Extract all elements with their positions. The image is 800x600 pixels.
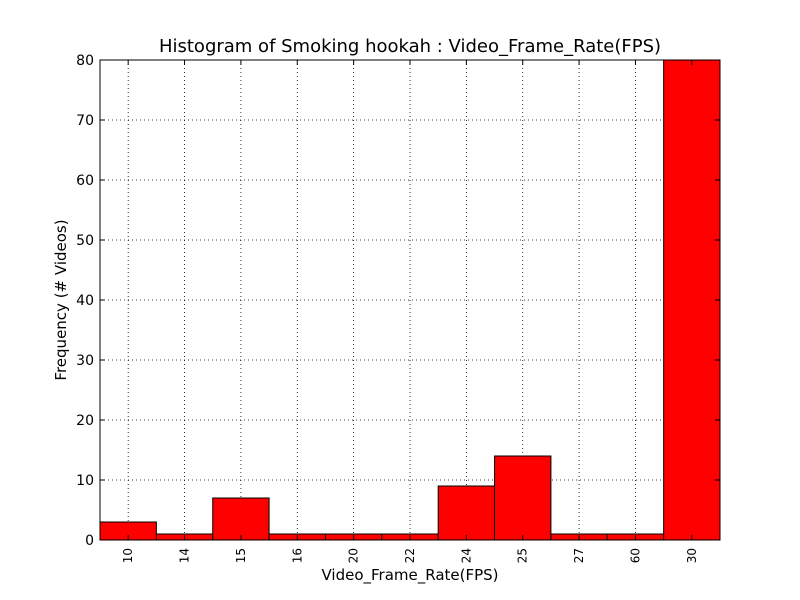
x-tick-label: 27: [572, 548, 586, 563]
y-tick-label: 60: [76, 173, 94, 189]
chart-title: Histogram of Smoking hookah : Video_Fram…: [159, 36, 661, 57]
y-tick-label: 70: [76, 113, 94, 129]
bar-15: [212, 497, 270, 541]
y-axis-ticks: 0 10 20 30 40 50 60 70 80: [76, 53, 720, 549]
bar-30: [663, 59, 721, 541]
x-tick-label: 60: [628, 548, 642, 563]
bar-24: [437, 485, 496, 541]
y-tick-label: 0: [85, 533, 94, 549]
bar-25: [494, 455, 552, 541]
x-tick-label: 20: [347, 548, 361, 563]
x-tick-label: 25: [516, 548, 530, 563]
y-tick-label: 50: [76, 233, 94, 249]
x-tick-label: 30: [685, 548, 699, 563]
y-tick-label: 20: [76, 413, 94, 429]
y-axis-label: Frequency (# Videos): [52, 219, 70, 380]
y-tick-label: 30: [76, 353, 94, 369]
x-tick-label: 10: [121, 548, 135, 563]
y-tick-label: 80: [76, 53, 94, 69]
x-axis-ticks: 10 14 15 16 20 22 24 25 27 60 30: [121, 60, 699, 563]
y-tick-label: 40: [76, 293, 94, 309]
x-axis-label: Video_Frame_Rate(FPS): [321, 566, 498, 585]
grid-lines: [100, 60, 720, 540]
x-tick-label: 14: [178, 548, 192, 563]
y-tick-label: 10: [76, 473, 94, 489]
x-tick-label: 22: [403, 548, 417, 563]
x-tick-label: 15: [234, 548, 248, 563]
x-tick-label: 24: [459, 548, 473, 563]
x-tick-label: 16: [290, 548, 304, 563]
